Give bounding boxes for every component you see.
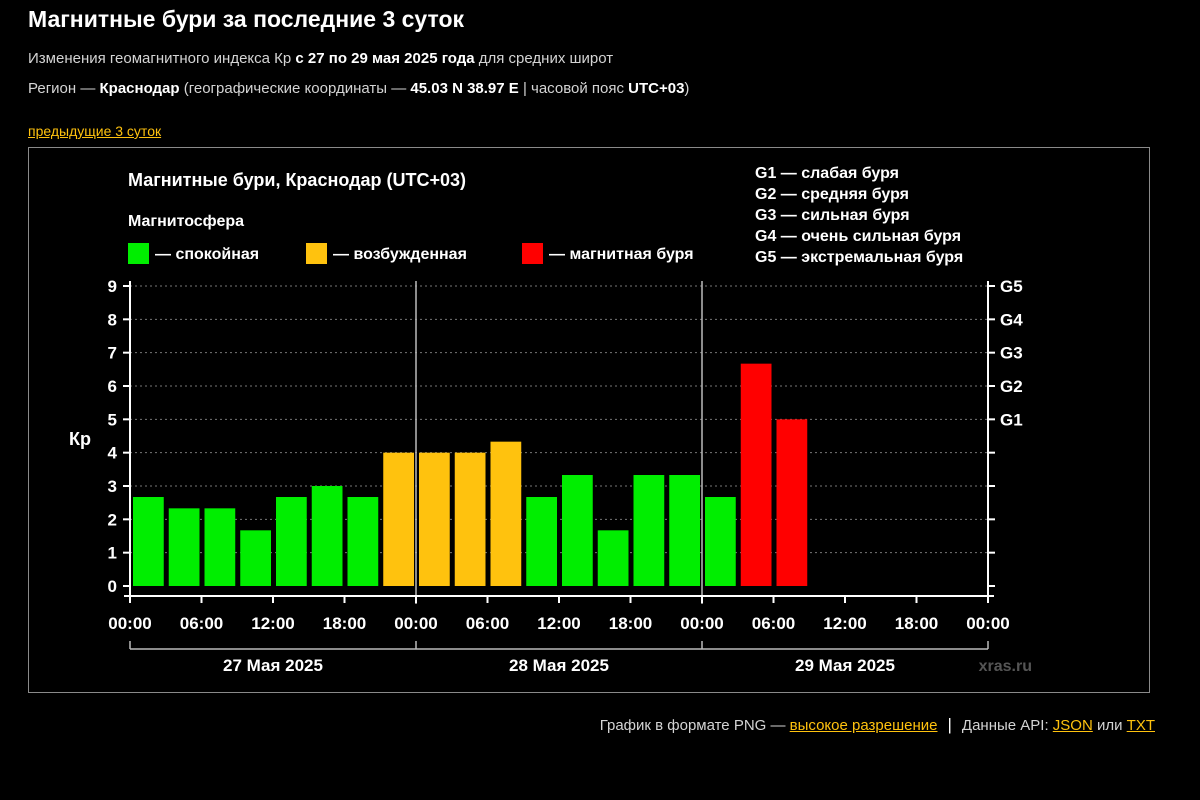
bar-quiet (669, 475, 700, 586)
txt-link[interactable]: TXT (1126, 717, 1155, 734)
bar-quiet (633, 475, 665, 586)
x-tick-label: 12:00 (823, 614, 866, 633)
legend-swatch-storm (522, 243, 543, 264)
chart-title: Магнитные бури, Краснодар (UTC+03) (128, 170, 466, 190)
region-prefix: Регион — (28, 80, 100, 97)
bar-quiet (705, 497, 736, 586)
bar-excited (490, 441, 522, 586)
y-tick-label: 8 (108, 310, 117, 329)
g-tick-label: G2 (1000, 377, 1023, 396)
period-description: Изменения геомагнитного индекса Кр с 27 … (28, 50, 613, 67)
x-tick-label: 06:00 (466, 614, 509, 633)
bar-storm (776, 419, 808, 586)
coords-prefix: (географические координаты — (179, 80, 411, 97)
g-scale-item: G3 — сильная буря (755, 207, 910, 224)
region-suffix: ) (684, 80, 690, 97)
legend-swatch-excited (306, 243, 327, 264)
day-label: 29 Мая 2025 (795, 656, 895, 675)
bar-quiet (204, 508, 236, 586)
y-tick-label: 1 (108, 544, 117, 563)
x-tick-label: 00:00 (394, 614, 437, 633)
bar-storm (740, 363, 772, 586)
bar-quiet (311, 486, 343, 586)
png-prefix: График в формате PNG — (599, 717, 790, 734)
legend-label-quiet: — спокойная (155, 246, 259, 263)
x-tick-label: 06:00 (180, 614, 223, 633)
bar-quiet (526, 497, 557, 586)
y-tick-label: 4 (108, 444, 118, 463)
legend-label-excited: — возбужденная (333, 246, 467, 263)
g-tick-label: G3 (1000, 344, 1023, 363)
previous-3-days-link[interactable]: предыдущие 3 суток (28, 123, 162, 139)
or-text: или (1092, 717, 1127, 734)
api-prefix: Данные API: (961, 717, 1053, 734)
x-tick-label: 00:00 (108, 614, 151, 633)
x-tick-label: 18:00 (895, 614, 938, 633)
y-tick-label: 3 (108, 477, 117, 496)
bar-quiet (240, 530, 271, 586)
timezone-prefix: | часовой пояс (518, 80, 629, 97)
y-tick-label: 9 (108, 277, 117, 296)
g-scale-item: G5 — экстремальная буря (755, 249, 963, 266)
x-tick-label: 00:00 (680, 614, 723, 633)
region-timezone: UTC+03 (628, 80, 685, 97)
y-tick-label: 2 (108, 510, 117, 529)
region-coords: 45.03 N 38.97 E (410, 80, 519, 97)
x-tick-label: 12:00 (537, 614, 580, 633)
json-link[interactable]: JSON (1052, 717, 1093, 734)
y-axis-label: Кр (69, 429, 91, 449)
bar-quiet (276, 497, 307, 586)
y-tick-label: 6 (108, 377, 117, 396)
kp-chart: Магнитные бури, Краснодар (UTC+03) Магнит… (69, 165, 1032, 675)
g-scale-item: G2 — средняя буря (755, 186, 909, 203)
period-suffix: для средних широт (474, 50, 614, 67)
x-tick-label: 00:00 (966, 614, 1009, 633)
bar-excited (454, 452, 486, 586)
high-resolution-link[interactable]: высокое разрешение (789, 717, 938, 734)
period-dates: с 27 по 29 мая 2025 года (295, 50, 475, 67)
bar-excited (383, 452, 414, 586)
footer: График в формате PNG — высокое разрешени… (600, 715, 1155, 735)
y-tick-label: 0 (108, 577, 117, 596)
footer-separator: | (947, 715, 952, 734)
x-tick-label: 18:00 (323, 614, 366, 633)
page-title: Магнитные бури за последние 3 суток (28, 6, 465, 32)
x-tick-label: 12:00 (251, 614, 294, 633)
legend-title: Магнитосфера (128, 213, 244, 230)
bar-quiet (168, 508, 200, 586)
y-tick-label: 5 (108, 410, 117, 429)
x-tick-label: 18:00 (609, 614, 652, 633)
legend-label-storm: — магнитная буря (549, 246, 694, 263)
watermark: xras.ru (979, 658, 1032, 675)
x-tick-label: 06:00 (752, 614, 795, 633)
g-tick-label: G4 (1000, 310, 1023, 329)
period-prefix: Изменения геомагнитного индекса Кр (28, 50, 296, 67)
day-label: 28 Мая 2025 (509, 656, 609, 675)
bar-quiet (347, 497, 379, 586)
bar-quiet (597, 530, 629, 586)
y-tick-label: 7 (108, 344, 117, 363)
g-scale-item: G4 — очень сильная буря (755, 228, 961, 245)
bar-excited (419, 452, 450, 586)
bar-quiet (133, 497, 164, 586)
g-scale-item: G1 — слабая буря (755, 165, 899, 182)
g-tick-label: G5 (1000, 277, 1023, 296)
day-label: 27 Мая 2025 (223, 656, 323, 675)
legend-swatch-quiet (128, 243, 149, 264)
region-description: Регион — Краснодар (географические коорд… (28, 80, 689, 97)
g-tick-label: G1 (1000, 410, 1023, 429)
bar-quiet (562, 475, 593, 586)
region-name: Краснодар (99, 80, 180, 97)
chart-frame: Магнитные бури, Краснодар (UTC+03) Магнит… (28, 147, 1150, 693)
